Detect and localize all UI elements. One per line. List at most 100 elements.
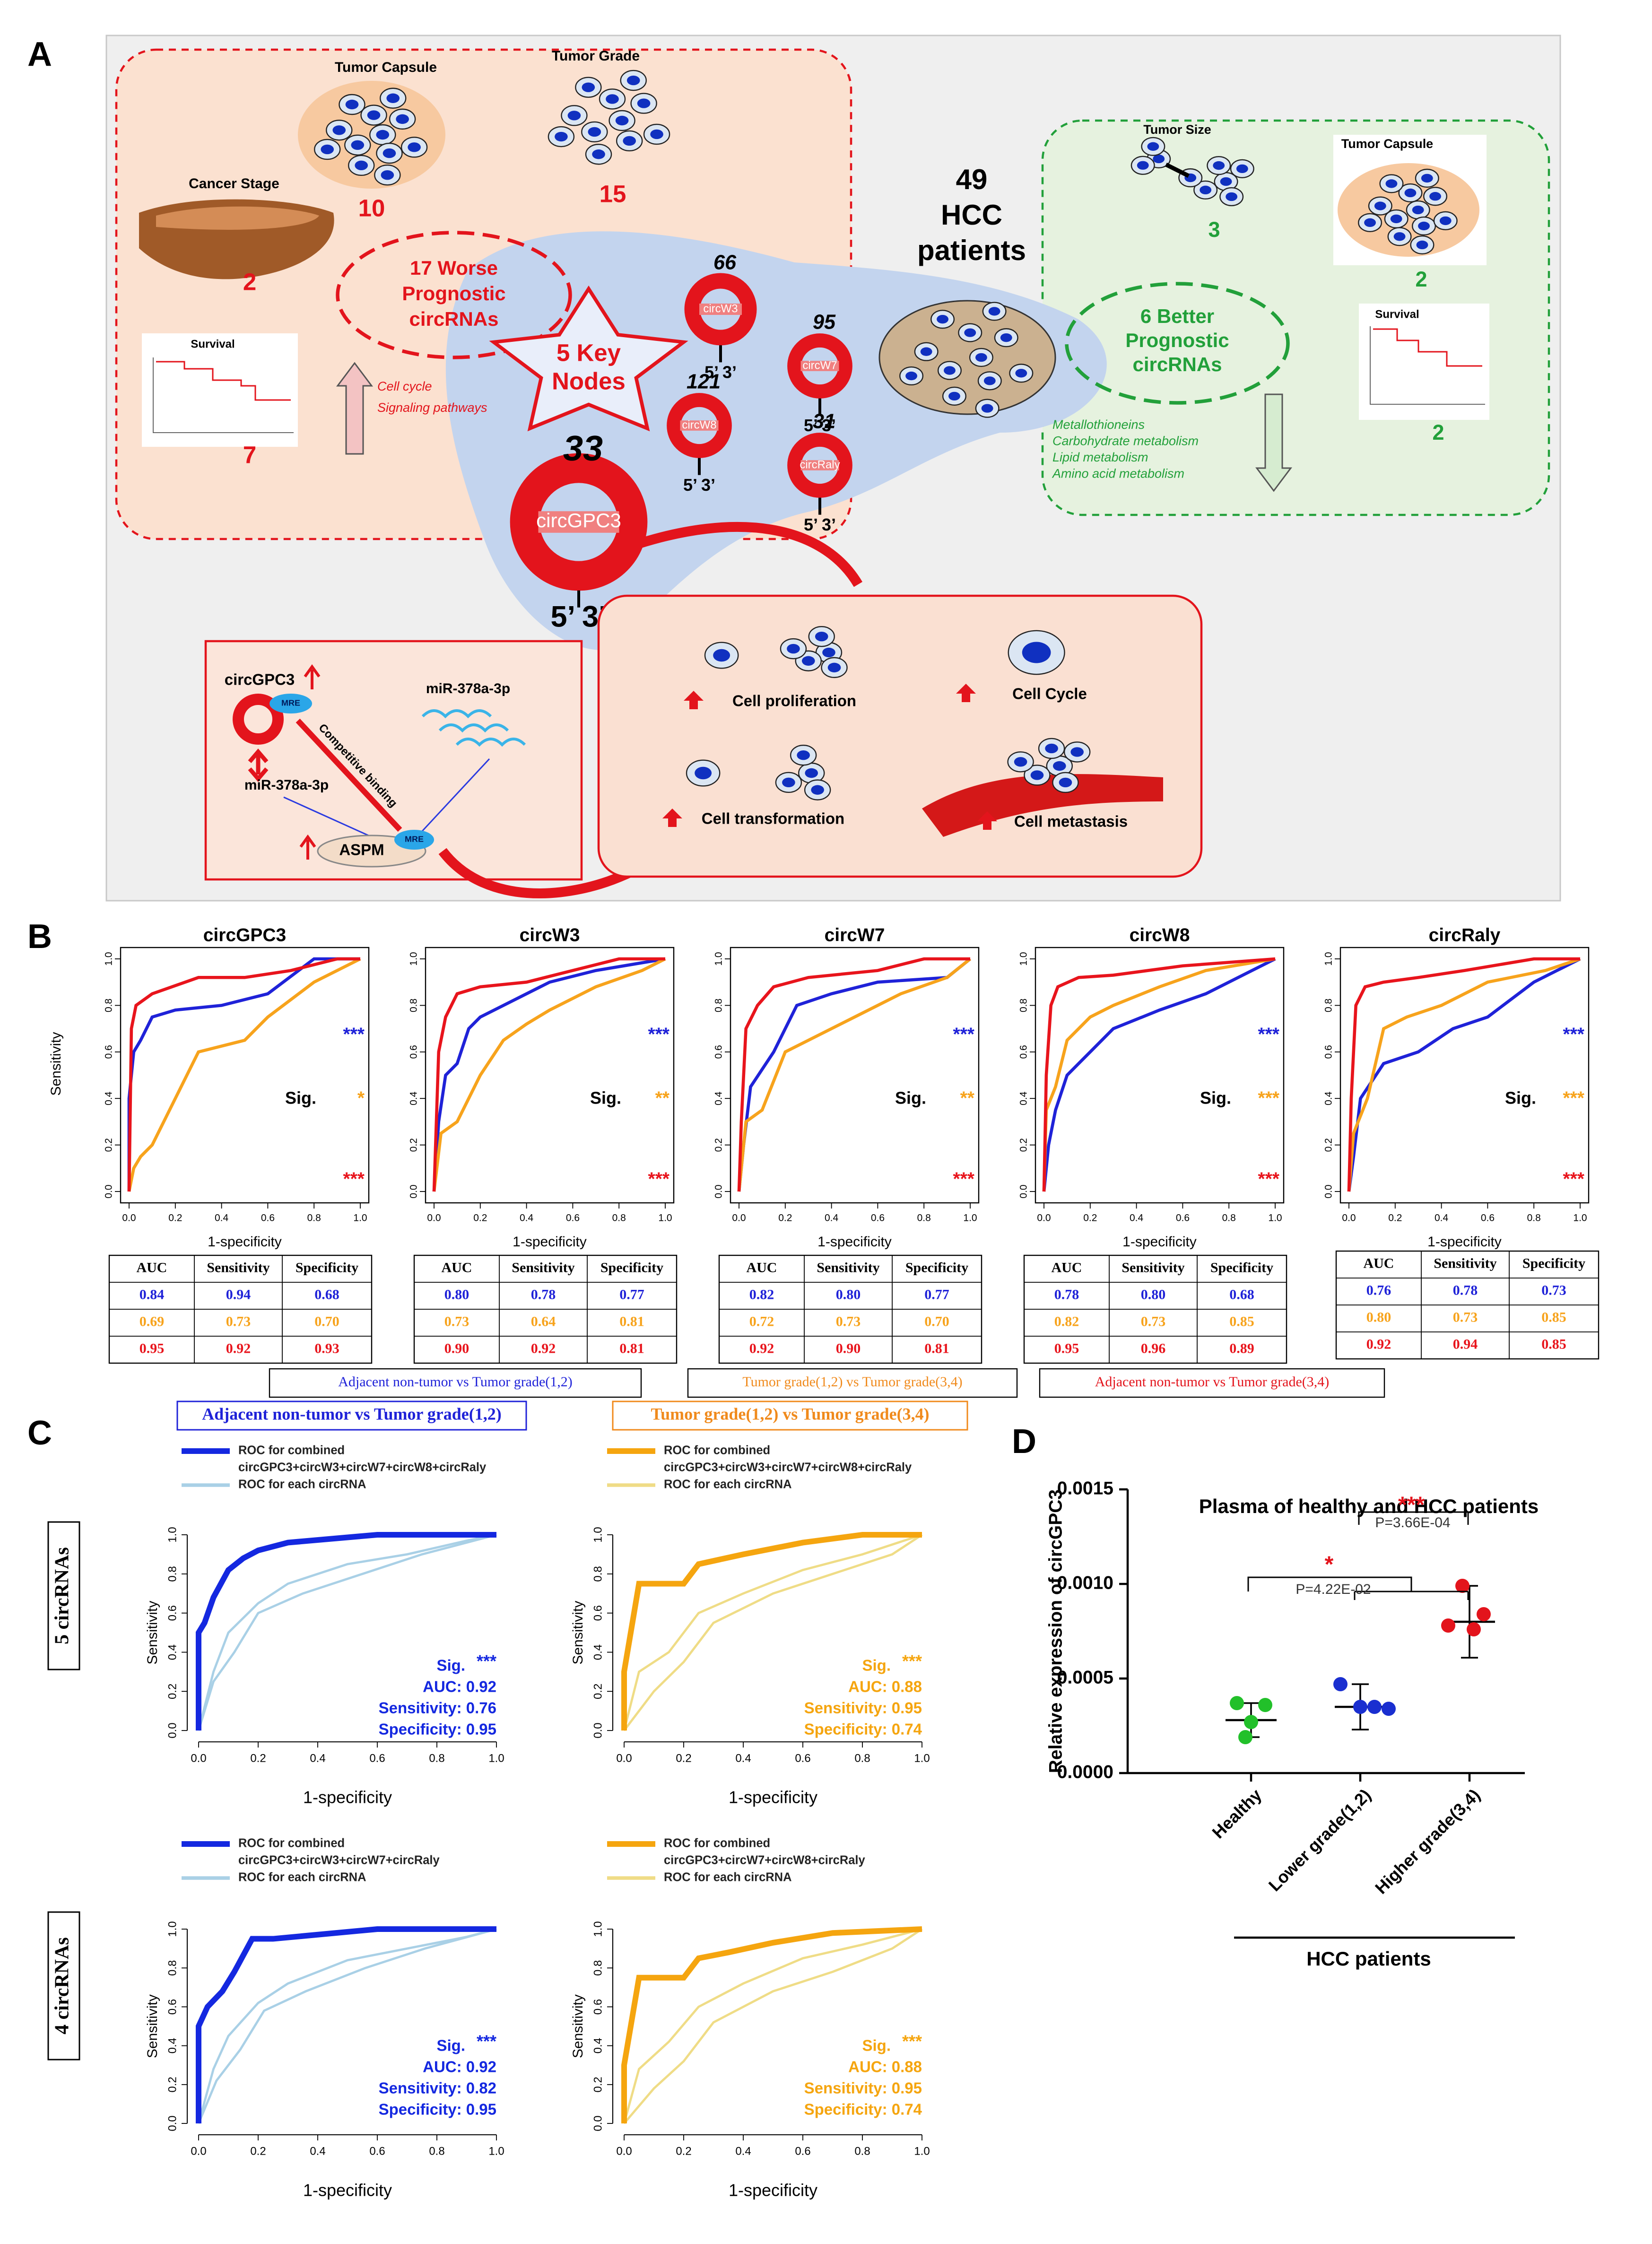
- y-tick-label: 0.4: [1018, 1091, 1029, 1105]
- nucleus: [1059, 777, 1072, 788]
- x-tick-label: 1.0: [914, 1752, 930, 1765]
- y-tick-label: 1.0: [591, 1921, 604, 1937]
- table-cell: 0.68: [1229, 1287, 1254, 1302]
- legend-entry: Tumor grade(1,2) vs Tumor grade(3,4): [742, 1374, 962, 1390]
- x-tick-label: 0.2: [676, 2145, 691, 2157]
- y-tick-label: 0.4: [409, 1091, 419, 1105]
- table-cell: 0.73: [444, 1313, 469, 1329]
- nucleus: [782, 777, 795, 788]
- nucleus: [1393, 232, 1406, 241]
- circ-name: circRaly: [800, 458, 840, 471]
- label: miR-378a-3p: [244, 777, 329, 793]
- table-cell: 0.73: [1141, 1313, 1165, 1329]
- label: Tumor Grade: [552, 48, 640, 64]
- point: [1238, 1730, 1252, 1744]
- inhibit-1: [283, 796, 372, 838]
- nucleus: [988, 307, 1000, 316]
- sig-stars: ***: [953, 1024, 974, 1044]
- table-cell: 0.78: [1054, 1287, 1079, 1302]
- node-count: 33: [563, 429, 603, 469]
- label: Cell cycle: [377, 379, 432, 393]
- nucleus: [623, 136, 636, 146]
- table-cell: 0.92: [1366, 1336, 1391, 1352]
- roc-curve: [621, 1926, 922, 2123]
- circ-ring: [510, 453, 648, 591]
- sig: Sig.: [590, 1088, 621, 1108]
- legend-entry: circGPC3+circW3+circW7+circW8+circRaly: [238, 1461, 487, 1474]
- sig-stars: **: [960, 1088, 975, 1108]
- label: AUC: 0.88: [848, 1678, 922, 1696]
- table-header: Specificity: [905, 1260, 968, 1275]
- legend-entry: Adjacent non-tumor vs Tumor grade(1,2): [338, 1374, 573, 1390]
- legend-entry: ROC for each circRNA: [664, 1478, 792, 1491]
- y-tick-label: 0.2: [409, 1138, 419, 1152]
- header-box: [176, 1400, 527, 1431]
- roc-curve: [623, 1928, 923, 2124]
- nucleus: [1052, 761, 1066, 771]
- up-red: [977, 811, 997, 830]
- table-header: Sensitivity: [1122, 1260, 1184, 1275]
- y-tick-label: 1.0: [591, 1527, 604, 1542]
- nucleus: [1385, 179, 1398, 188]
- nucleus: [975, 353, 987, 362]
- big-arrow-1: [629, 522, 863, 587]
- y-tick-label: 0.0005: [1057, 1667, 1113, 1687]
- label: circRaly: [1429, 925, 1501, 945]
- y-tick-label: 0.2: [166, 1684, 179, 1699]
- nucleus: [588, 127, 601, 137]
- label: Cell transformation: [702, 810, 844, 827]
- table-cell: 0.80: [836, 1287, 861, 1302]
- x-tick-label: 0.4: [310, 1752, 325, 1765]
- mirna: [438, 723, 509, 733]
- nucleus: [1429, 192, 1441, 201]
- x-tick-label: 0.0: [1342, 1213, 1356, 1224]
- nucleus: [1226, 192, 1238, 201]
- roc-curve: [197, 1928, 497, 2124]
- y-tick-label: 0.8: [104, 999, 114, 1012]
- x-tick-label: 0.2: [676, 1752, 691, 1765]
- roc-curve: [1042, 957, 1276, 1192]
- roc-curve: [432, 957, 666, 1192]
- ends: 5’ 3’: [550, 600, 607, 633]
- header-box: [612, 1400, 968, 1431]
- label: P=3.66E-04: [1375, 1515, 1450, 1531]
- size-arrow: [1165, 162, 1190, 178]
- label: Sig.: [437, 1657, 465, 1674]
- label: Amino acid metabolism: [1052, 467, 1184, 481]
- panel-label: A: [27, 35, 52, 73]
- nucleus: [695, 766, 712, 780]
- nucleus: [396, 114, 409, 124]
- table-cell: 0.82: [749, 1287, 774, 1302]
- plot-frame: [1339, 947, 1590, 1204]
- y-tick-label: 0.2: [591, 2077, 604, 2092]
- tumor-mass: [878, 300, 1056, 415]
- nucleus: [983, 376, 996, 385]
- x-tick-label: 0.4: [310, 2145, 325, 2157]
- sig-stars: ***: [343, 1024, 365, 1044]
- sig-stars: ***: [648, 1169, 669, 1189]
- y-tick-label: 0.6: [409, 1045, 419, 1059]
- sig: Sig.: [1505, 1088, 1536, 1108]
- nucleus: [1030, 770, 1044, 780]
- label: 1-specificity: [1122, 1234, 1197, 1250]
- mre: [269, 694, 312, 714]
- label: Sensitivity: [570, 1994, 586, 2058]
- y-tick-label: 0.2: [591, 1684, 604, 1699]
- label: 2: [1432, 420, 1444, 444]
- ends: 5’ 3’: [704, 363, 737, 382]
- row-box: [47, 1521, 80, 1670]
- double-arrow: [248, 748, 269, 782]
- label: Metallothioneins: [1052, 417, 1145, 432]
- x-tick-label: 0.4: [520, 1213, 534, 1224]
- label: 5 Key: [556, 339, 621, 366]
- label: 49: [956, 164, 988, 195]
- x-tick-label: Higher grade(3,4): [1371, 1785, 1484, 1897]
- label: Carbohydrate metabolism: [1052, 434, 1199, 448]
- label: Specificity: 0.74: [804, 2101, 922, 2118]
- sig-stars: ***: [953, 1169, 974, 1189]
- table-cell: 0.78: [531, 1287, 556, 1302]
- table-cell: 0.76: [1366, 1282, 1391, 1298]
- label: Sig.: [862, 1657, 891, 1674]
- label: ***: [477, 1651, 496, 1670]
- label: Nodes: [552, 367, 626, 394]
